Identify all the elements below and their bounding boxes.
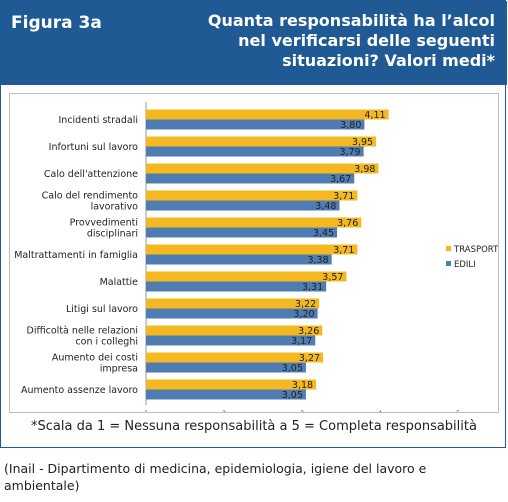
figure-label: Figura 3a	[11, 13, 102, 33]
data-label-edili: 3,31	[302, 282, 323, 293]
data-label-edili: 3,79	[339, 147, 360, 158]
x-tick-label: 5	[456, 410, 460, 412]
category-label: Infortuni sul lavoro	[49, 142, 139, 153]
legend-label: EDILI	[454, 260, 476, 270]
legend-swatch	[446, 261, 451, 266]
category-label: con i colleghi	[75, 337, 138, 348]
data-label-trasporti: 3,57	[322, 272, 343, 283]
source-text: (Inail - Dipartimento di medicina, epide…	[4, 461, 427, 493]
bar-trasporti	[146, 379, 317, 390]
chart-area: 1 2 3 4 5 Incidenti stradali 4,113,80 Infortuni…	[9, 93, 501, 417]
bar-trasporti	[146, 271, 347, 282]
data-label-edili: 3,05	[282, 363, 303, 374]
figure-frame: Figura 3a Quanta responsabilità ha l’alc…	[0, 0, 507, 448]
data-label-trasporti: 3,22	[295, 299, 316, 310]
bar-edili	[146, 308, 318, 319]
bar-edili	[146, 146, 364, 157]
data-label-trasporti: 3,71	[333, 245, 354, 256]
bar-edili	[146, 335, 316, 346]
x-tick-label: 4	[378, 410, 382, 412]
data-label-trasporti: 3,27	[299, 353, 320, 364]
data-label-edili: 3,20	[293, 309, 314, 320]
bar-trasporti	[146, 109, 389, 120]
data-label-edili: 3,17	[291, 336, 312, 347]
bar-trasporti	[146, 298, 320, 309]
category-label: Incidenti stradali	[59, 115, 139, 126]
category-label: Litigi sul lavoro	[66, 304, 138, 315]
bar-edili	[146, 227, 338, 238]
category-label: Maltrattamenti in famiglia	[14, 250, 138, 261]
category-label: Difficoltà nelle relazioni	[27, 326, 139, 337]
data-label-edili: 3,80	[340, 120, 361, 131]
bar-edili	[146, 281, 327, 292]
data-label-trasporti: 3,76	[337, 218, 358, 229]
bar-edili	[146, 119, 365, 130]
bar-trasporti	[146, 217, 362, 228]
bar-trasporti	[146, 325, 323, 336]
legend-swatch	[446, 246, 451, 251]
bar-trasporti	[146, 136, 377, 147]
figure-header: Figura 3a Quanta responsabilità ha l’alc…	[1, 1, 507, 85]
figure-title: Quanta responsabilità ha l’alcol nel ver…	[207, 11, 495, 70]
bar-trasporti	[146, 163, 379, 174]
data-label-trasporti: 3,18	[292, 380, 313, 391]
x-tick-label: 3	[300, 410, 304, 412]
bar-trasporti	[146, 244, 358, 255]
data-label-edili: 3,67	[330, 174, 351, 185]
bar-edili	[146, 389, 306, 400]
x-tick-label: 1	[144, 410, 148, 412]
data-label-trasporti: 3,95	[352, 137, 373, 148]
category-label: Malattie	[100, 277, 139, 288]
data-label-trasporti: 3,26	[298, 326, 319, 337]
data-label-edili: 3,45	[313, 228, 334, 239]
data-label-trasporti: 4,11	[364, 110, 385, 121]
category-label: Calo dell'attenzione	[44, 169, 138, 180]
bar-trasporti	[146, 190, 358, 201]
category-label: disciplinari	[87, 229, 138, 240]
legend-label: TRASPORTI	[453, 245, 498, 255]
bar-edili	[146, 173, 355, 184]
bar-edili	[146, 362, 306, 373]
category-label: Aumento dei costi	[52, 353, 138, 364]
data-label-trasporti: 3,98	[354, 164, 375, 175]
category-label: Aumento assenze lavoro	[21, 385, 138, 396]
data-label-edili: 3,05	[282, 390, 303, 401]
bar-edili	[146, 254, 332, 265]
data-label-edili: 3,38	[307, 255, 328, 266]
scale-note: *Scala da 1 = Nessuna responsabilità a 5…	[31, 419, 477, 434]
category-label: Calo del rendimento	[42, 191, 139, 202]
category-label: lavorativo	[91, 202, 139, 213]
bar-trasporti	[146, 352, 324, 363]
category-label: impresa	[100, 364, 138, 375]
bar-edili	[146, 200, 340, 211]
category-label: Provvedimenti	[70, 218, 138, 229]
bar-chart: 1 2 3 4 5 Incidenti stradali 4,113,80 Infortuni…	[14, 102, 501, 417]
x-tick-label: 2	[222, 410, 226, 412]
data-label-trasporti: 3,71	[333, 191, 354, 202]
data-label-edili: 3,48	[315, 201, 336, 212]
